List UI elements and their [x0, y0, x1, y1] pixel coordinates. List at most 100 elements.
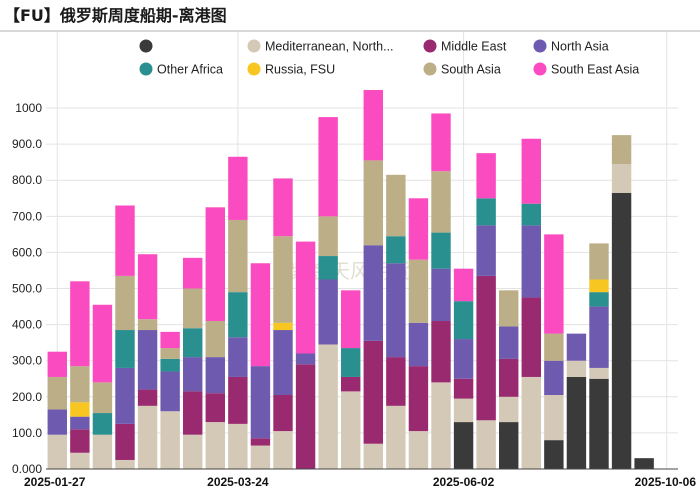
legend-label-5: Russia, FSU [265, 63, 335, 77]
bar-segment-s7-c11 [295, 241, 316, 354]
bar-segment-s6-c3 [115, 275, 135, 331]
bar-segment-s2-c8 [228, 376, 248, 424]
bar-segment-s3-c8 [228, 337, 248, 377]
bar-segment-s3-c6 [183, 357, 203, 392]
bar-segment-s1-c21 [521, 376, 541, 469]
bar-segment-s7-c12 [318, 117, 338, 217]
bar-segment-s3-c9 [250, 366, 271, 439]
bar-segment-s1-c18 [453, 398, 474, 423]
legend-marker-3 [533, 39, 547, 53]
legend-marker-7 [533, 62, 547, 76]
legend-marker-0 [139, 39, 153, 53]
bar-segment-s7-c17 [431, 113, 451, 172]
bar-segment-s2-c4 [137, 389, 158, 406]
bar-segment-s7-c14 [363, 90, 383, 161]
bar-segment-s2-c14 [363, 340, 383, 444]
bar-segment-s4-c12 [318, 256, 338, 280]
bar-segment-s0-c26 [634, 458, 654, 469]
bar-segment-s6-c14 [363, 160, 383, 246]
bar-segment-s1-c1 [70, 452, 90, 469]
bar-segment-s7-c9 [250, 263, 271, 367]
bar-segment-s1-c0 [47, 434, 67, 469]
bar-segment-s3-c21 [521, 225, 541, 298]
bar-segment-s7-c21 [521, 138, 541, 204]
bar-segment-s4-c2 [92, 413, 113, 435]
bar-segment-s0-c23 [566, 376, 587, 469]
bar-segment-s3-c7 [205, 357, 225, 394]
bar-segment-s1-c23 [566, 360, 587, 377]
legend-marker-1 [247, 39, 261, 53]
bar-segment-s1-c24 [589, 367, 609, 379]
bar-segment-s5-c1 [70, 402, 90, 417]
bar-segment-s7-c18 [453, 268, 474, 302]
bar-segment-s7-c2 [92, 304, 113, 383]
bar-segment-s2-c9 [250, 438, 271, 446]
bar-segment-s4-c19 [476, 198, 496, 226]
bar-segment-s3-c16 [408, 322, 429, 367]
bar-segment-s3-c19 [476, 225, 496, 276]
y-tick-label: 300.0 [12, 354, 42, 368]
legend-marker-4 [139, 62, 153, 76]
bar-segment-s0-c22 [544, 440, 564, 469]
bar-segment-s4-c18 [453, 301, 474, 340]
bar-segment-s3-c5 [160, 371, 180, 412]
bar-segment-s3-c23 [566, 333, 587, 361]
bar-segment-s1-c6 [183, 434, 203, 469]
bar-segment-s2-c20 [499, 358, 519, 397]
bar-segment-s2-c16 [408, 366, 429, 432]
bar-segment-s0-c24 [589, 378, 609, 469]
bar-segment-s0-c18 [453, 422, 474, 469]
bar-segment-s2-c1 [70, 429, 90, 453]
bar-segment-s6-c4 [137, 319, 158, 331]
bar-segment-s2-c17 [431, 321, 451, 383]
bar-segment-s7-c10 [273, 178, 293, 237]
y-tick-label: 200.0 [12, 390, 42, 404]
bar-segment-s1-c16 [408, 431, 429, 469]
y-tick-label: 700.0 [12, 209, 42, 223]
bar-segment-s4-c8 [228, 292, 248, 338]
bar-segment-s2-c6 [183, 391, 203, 435]
title-divider [0, 30, 700, 32]
bar-segment-s2-c15 [386, 357, 406, 406]
bar-segment-s3-c17 [431, 268, 451, 322]
legend-marker-6 [423, 62, 437, 76]
y-tick-label: 1000 [15, 101, 42, 115]
bar-segment-s3-c11 [295, 353, 316, 365]
x-tick-label: 2025-03-24 [207, 475, 269, 489]
bar-segment-s6-c16 [408, 259, 429, 323]
bar-segment-s1-c4 [137, 405, 158, 469]
bar-segment-s1-c22 [544, 395, 564, 441]
bar-segment-s3-c3 [115, 367, 135, 424]
bar-segment-s2-c10 [273, 395, 293, 432]
bar-segment-s1-c25 [611, 163, 632, 193]
bar-segment-s2-c7 [205, 393, 225, 423]
bar-segment-s6-c10 [273, 236, 293, 323]
bar-segment-s6-c15 [386, 174, 406, 237]
bar-segment-s2-c13 [341, 376, 361, 392]
bar-segment-s7-c3 [115, 205, 135, 276]
bar-segment-s6-c22 [544, 333, 564, 361]
bar-segment-s6-c5 [160, 348, 180, 359]
bar-segment-s3-c12 [318, 279, 338, 345]
bar-segment-s6-c0 [47, 376, 67, 410]
y-tick-label: 500.0 [12, 282, 42, 296]
bar-segment-s6-c2 [92, 382, 113, 414]
legend-label-6: South Asia [441, 63, 501, 77]
bar-segment-s6-c24 [589, 243, 609, 280]
bar-segment-s1-c5 [160, 411, 180, 469]
bar-segment-s2-c18 [453, 378, 474, 399]
bar-segment-s4-c3 [115, 330, 135, 368]
bar-segment-s7-c13 [341, 290, 361, 349]
bar-segment-s6-c7 [205, 321, 225, 358]
bar-segment-s3-c20 [499, 326, 519, 359]
bar-segment-s5-c10 [273, 322, 293, 331]
bar-segment-s3-c14 [363, 245, 383, 341]
y-tick-label: 900.0 [12, 137, 42, 151]
legend-label-3: North Asia [551, 40, 609, 54]
bar-segment-s4-c15 [386, 236, 406, 264]
bar-segment-s0-c25 [611, 192, 632, 469]
legend-label-4: Other Africa [157, 63, 223, 77]
bar-segment-s0-c20 [499, 422, 519, 469]
bar-segment-s3-c1 [70, 416, 90, 430]
